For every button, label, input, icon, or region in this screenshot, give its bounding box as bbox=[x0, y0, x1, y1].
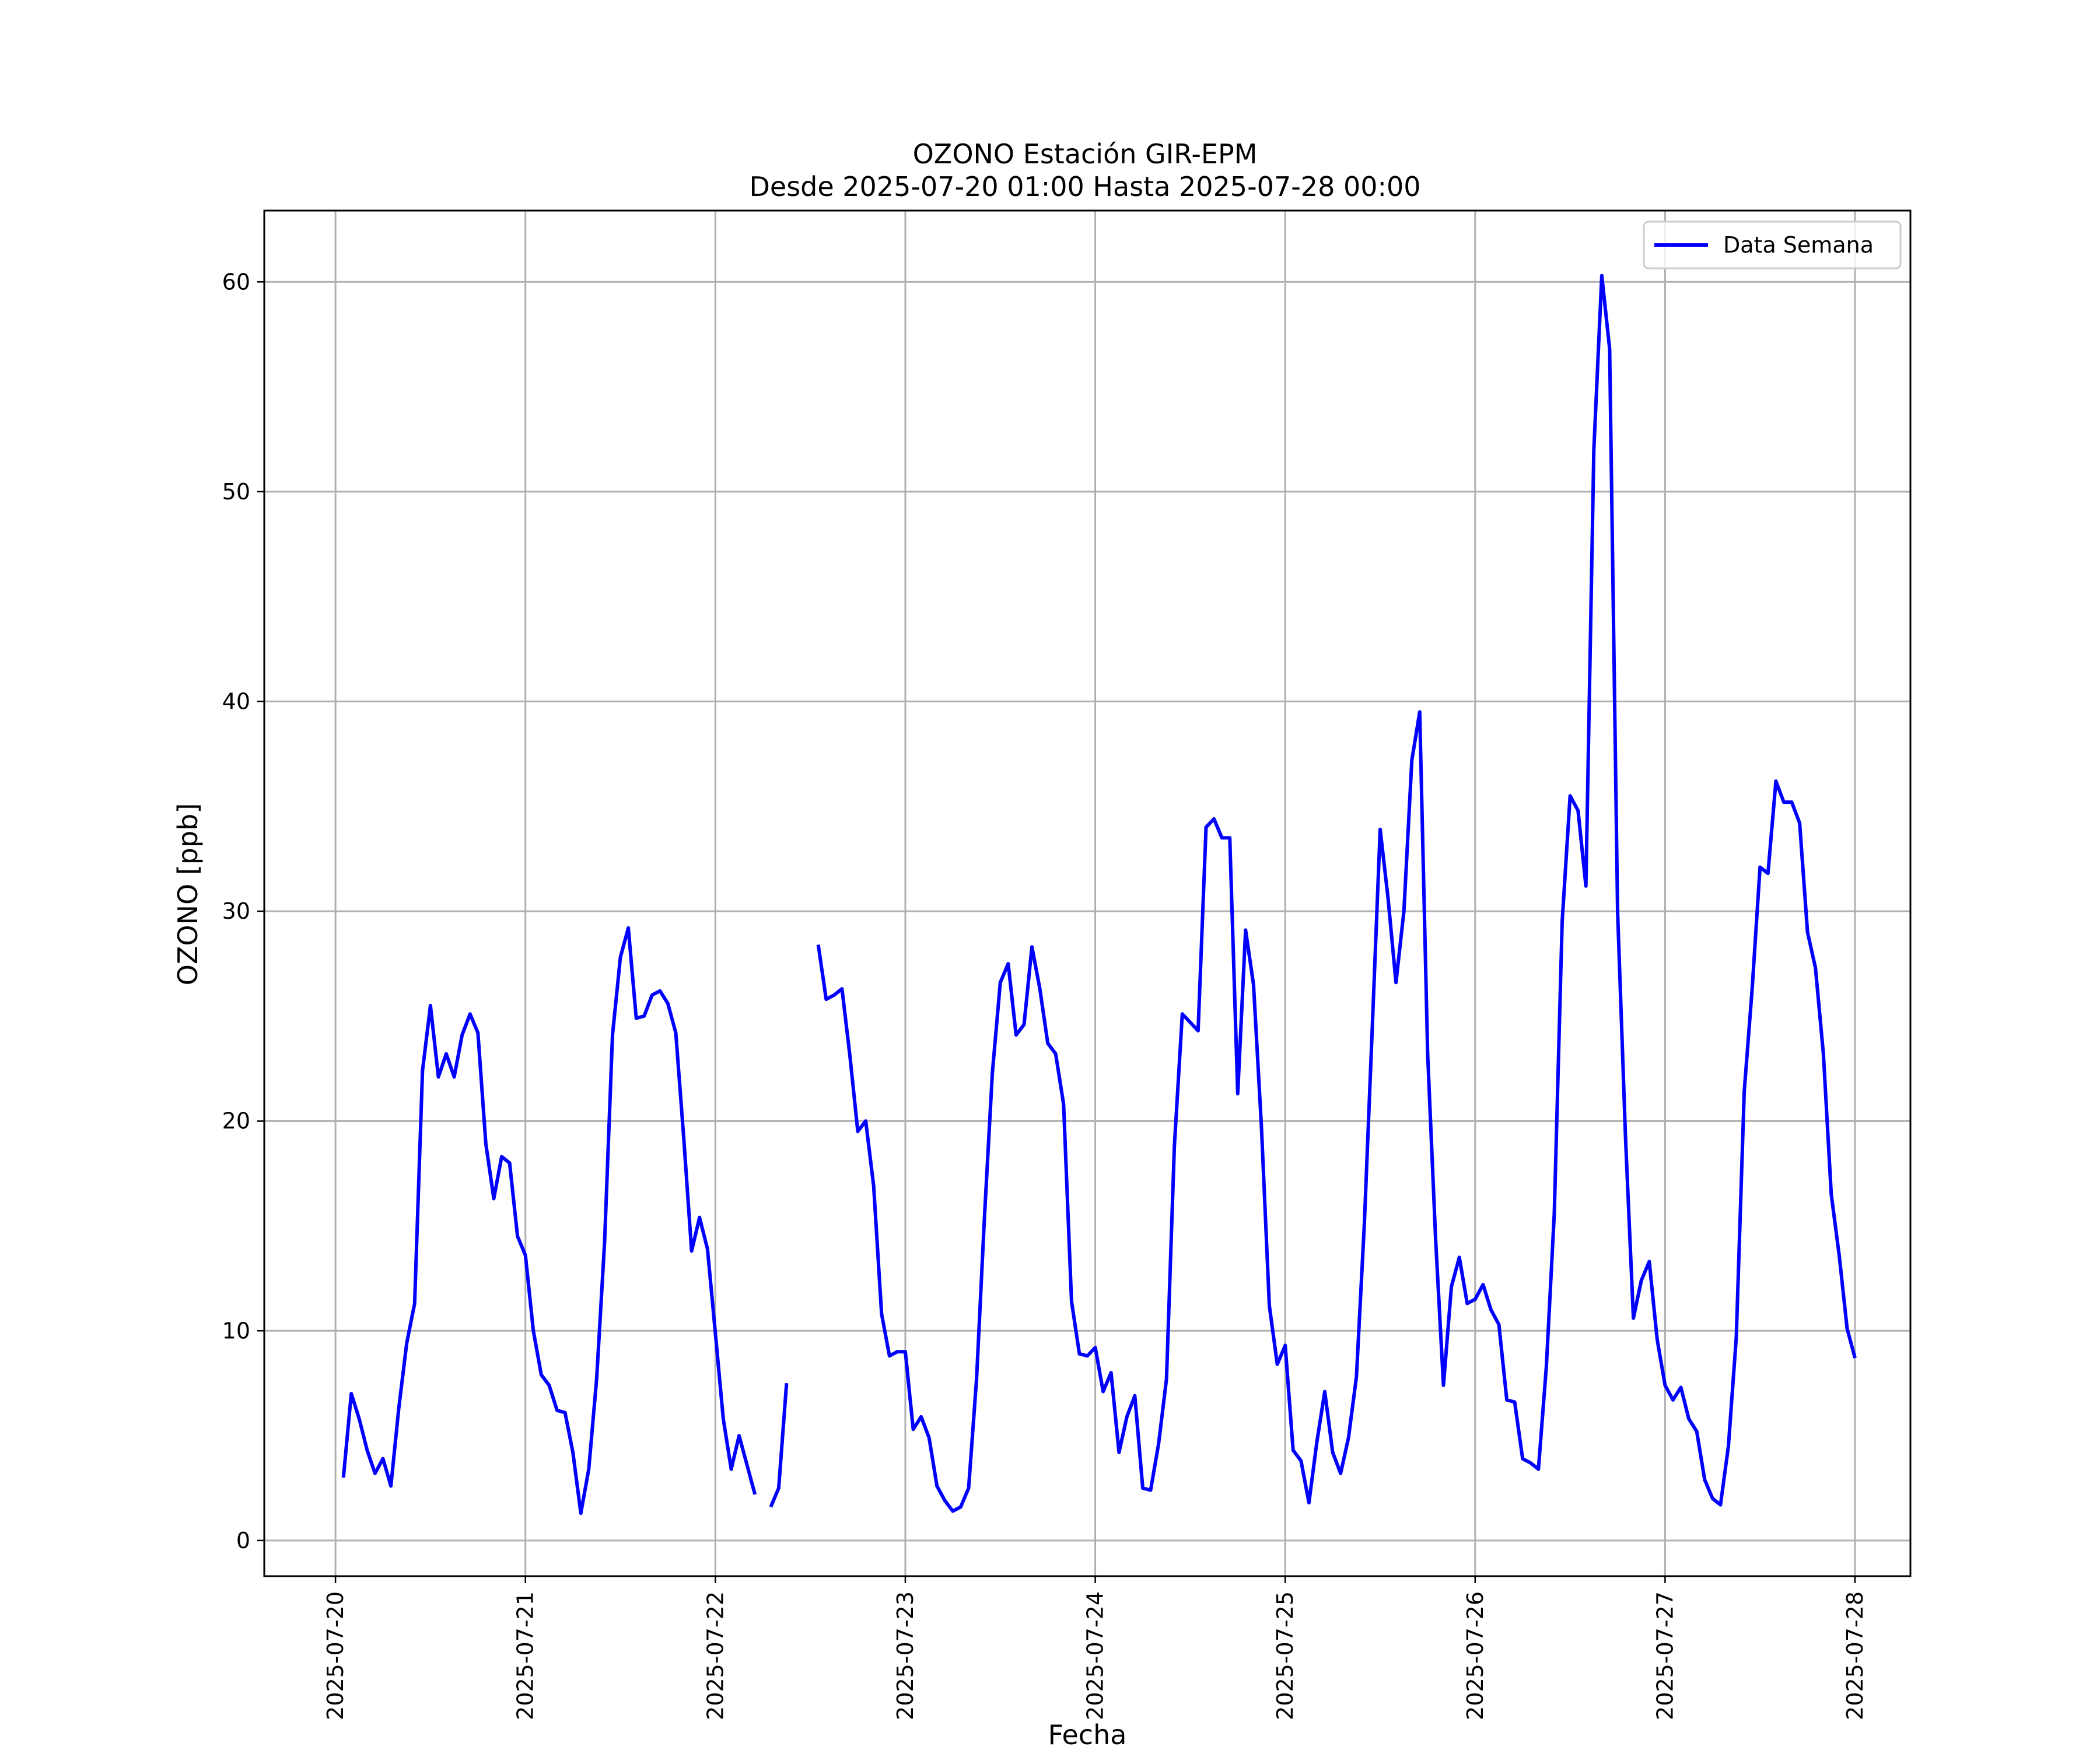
y-tick-label: 60 bbox=[222, 269, 250, 295]
data-series-data-semana bbox=[341, 274, 1857, 1516]
x-axis-ticks: 2025-07-20 2025-07-21 2025-07-22 2025-07-23… bbox=[323, 1576, 1868, 1720]
y-tick-label: 50 bbox=[222, 479, 250, 505]
y-tick-label: 0 bbox=[236, 1528, 250, 1553]
chart-title: OZONO Estación GIR-EPM bbox=[913, 138, 1258, 170]
legend: Data Semana bbox=[1643, 220, 1902, 270]
x-tick-label: 2025-07-26 bbox=[1462, 1591, 1488, 1720]
x-tick-label: 2025-07-28 bbox=[1842, 1591, 1868, 1720]
y-tick-label: 40 bbox=[222, 688, 250, 714]
chart-subtitle: Desde 2025-07-20 01:00 Hasta 2025-07-28 … bbox=[749, 171, 1420, 202]
y-axis-label: OZONO [ppb] bbox=[172, 803, 204, 986]
y-tick-label: 10 bbox=[222, 1318, 250, 1343]
x-tick-label: 2025-07-25 bbox=[1272, 1591, 1298, 1720]
x-tick-label: 2025-07-23 bbox=[892, 1591, 918, 1720]
legend-box bbox=[1643, 220, 1902, 270]
legend-label: Data Semana bbox=[1723, 232, 1874, 258]
x-tick-label: 2025-07-24 bbox=[1083, 1591, 1108, 1720]
y-tick-label: 20 bbox=[222, 1108, 250, 1134]
x-tick-label: 2025-07-22 bbox=[702, 1591, 728, 1720]
y-tick-label: 30 bbox=[222, 898, 250, 924]
x-axis-label: Fecha bbox=[1048, 1719, 1127, 1750]
series-line-segment bbox=[769, 1382, 789, 1508]
plot-area-frame bbox=[263, 209, 1912, 1577]
y-axis-ticks: 0 10 20 30 40 50 60 bbox=[222, 269, 264, 1553]
series-line-segment bbox=[816, 274, 1857, 1513]
grid-lines bbox=[264, 211, 1910, 1576]
x-tick-label: 2025-07-27 bbox=[1652, 1591, 1678, 1720]
x-tick-label: 2025-07-21 bbox=[513, 1591, 538, 1720]
series-line-segment bbox=[341, 926, 757, 1516]
x-tick-label: 2025-07-20 bbox=[323, 1591, 348, 1720]
